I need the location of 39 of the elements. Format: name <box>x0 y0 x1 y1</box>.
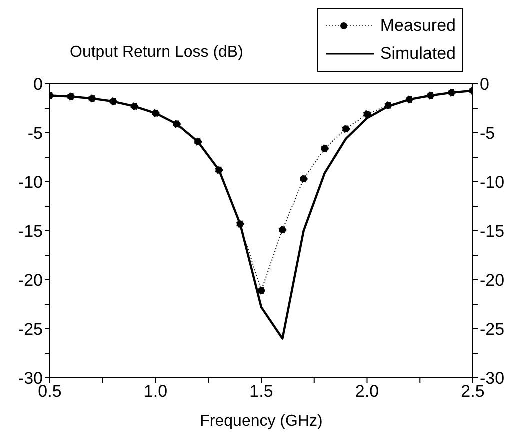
point <box>194 138 202 146</box>
legend-label: Simulated <box>380 43 456 65</box>
y-tick-label: -25 <box>18 320 43 340</box>
x-tick-label: 2.0 <box>355 382 380 402</box>
y2-tick-label: -15 <box>480 222 505 242</box>
point <box>258 286 266 295</box>
chart-title: Output Return Loss (dB) <box>70 44 244 61</box>
point <box>278 226 287 234</box>
x-tick-label: 2.5 <box>461 382 485 402</box>
y-tick-label: -5 <box>28 124 43 144</box>
point <box>109 98 118 106</box>
point <box>152 109 160 118</box>
point <box>342 125 350 134</box>
point <box>406 96 414 104</box>
point <box>426 92 435 100</box>
point <box>363 110 372 118</box>
x-axis-title: Frequency (GHz) <box>200 413 323 430</box>
x-tick-label: 1.5 <box>250 382 274 402</box>
x-tick-label: 1.0 <box>144 382 168 402</box>
y2-tick-label: -25 <box>480 320 505 340</box>
point <box>320 144 329 153</box>
y2-tick-label: -20 <box>480 271 505 290</box>
point <box>215 166 224 174</box>
point <box>88 94 96 103</box>
point <box>300 175 308 184</box>
y-tick-label: -15 <box>18 222 43 242</box>
point <box>172 120 181 128</box>
point <box>236 220 244 228</box>
y-tick-label: -20 <box>18 271 43 290</box>
y2-tick-label: -10 <box>480 173 505 192</box>
y2-tick-label: -5 <box>480 124 496 144</box>
point <box>384 102 392 110</box>
legend-label: Measured <box>380 15 456 37</box>
y-tick-label: -10 <box>18 173 43 192</box>
y-tick-label: 0 <box>34 75 43 94</box>
point <box>448 88 456 97</box>
point <box>130 102 139 111</box>
y2-tick-label: 0 <box>480 75 490 94</box>
point <box>67 92 76 101</box>
